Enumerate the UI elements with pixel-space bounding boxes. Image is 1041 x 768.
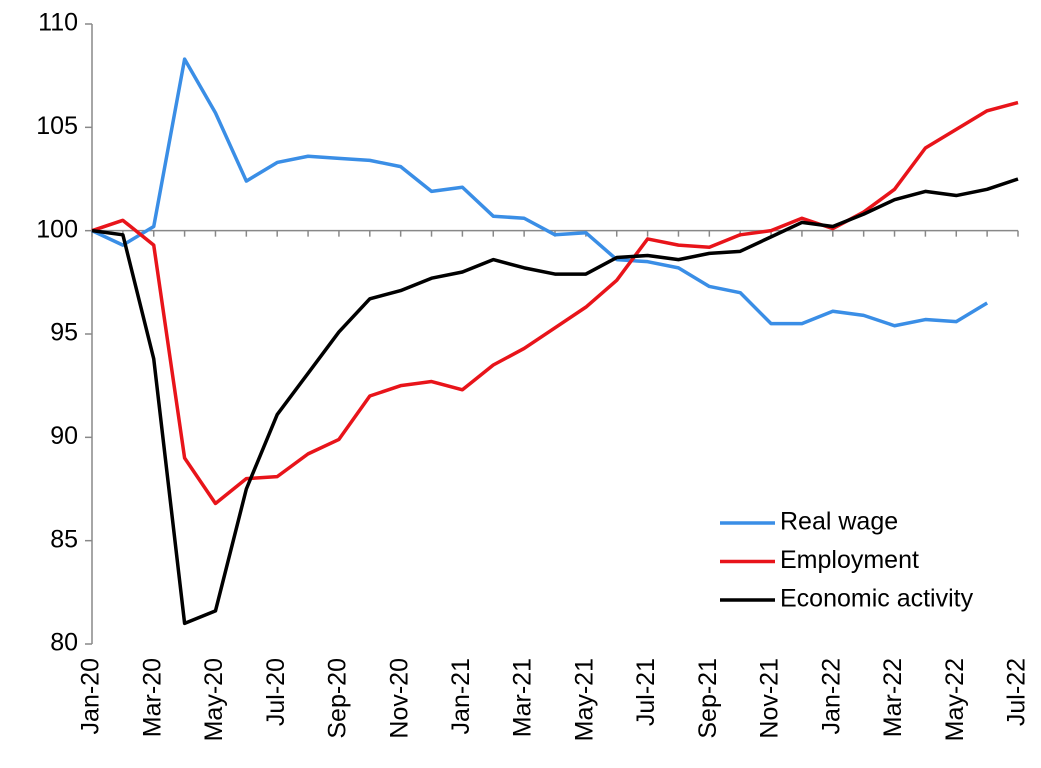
series-line: [91, 177, 1019, 626]
legend-label: Economic activity: [780, 585, 974, 613]
x-tick-label: Mar-20: [138, 658, 166, 737]
x-tick-label: Jul-22: [1003, 658, 1031, 726]
legend-label: Real wage: [780, 508, 898, 536]
x-tick-label: Sep-21: [694, 658, 722, 739]
y-tick-label: 100: [36, 215, 78, 243]
x-tick-label: Jan-20: [77, 658, 105, 734]
x-tick-label: Nov-21: [756, 658, 784, 739]
x-tick-label: May-22: [941, 658, 969, 741]
y-tick-label: 90: [50, 422, 78, 450]
x-tick-label: May-20: [200, 658, 228, 741]
series-line: [91, 57, 989, 328]
x-tick-label: Mar-22: [879, 658, 907, 737]
y-tick-label: 95: [50, 319, 78, 347]
y-tick-label: 85: [50, 525, 78, 553]
y-tick-label: 110: [38, 9, 78, 37]
legend-label: Employment: [780, 546, 919, 574]
x-tick-label: Jan-21: [447, 658, 475, 734]
x-tick-label: Jan-22: [817, 658, 845, 734]
x-tick-label: Mar-21: [509, 658, 537, 737]
x-tick-label: Sep-20: [324, 658, 352, 739]
y-tick-label: 105: [36, 112, 78, 140]
y-tick-label: 80: [50, 629, 78, 657]
x-tick-label: Jul-21: [632, 658, 660, 726]
x-tick-label: Nov-20: [385, 658, 413, 739]
x-tick-label: May-21: [570, 658, 598, 741]
series-line: [91, 100, 1019, 506]
x-tick-label: Jul-20: [262, 658, 290, 726]
